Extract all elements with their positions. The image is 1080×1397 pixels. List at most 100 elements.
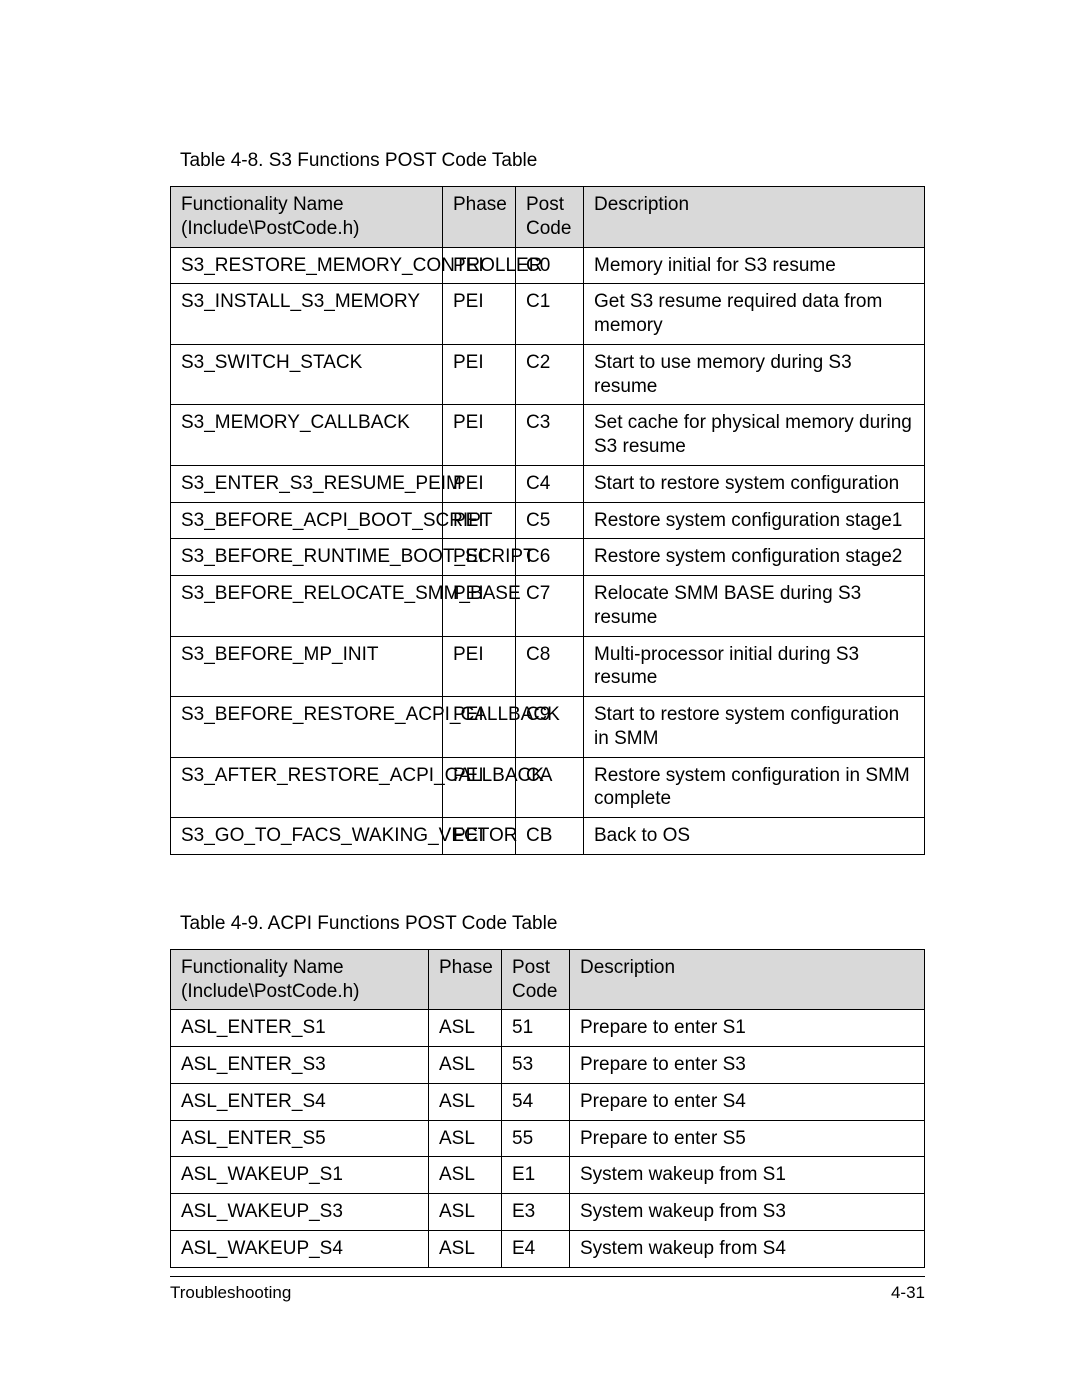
table-cell: ASL_WAKEUP_S3 [171,1194,429,1231]
table-row: S3_BEFORE_ACPI_BOOT_SCRIPTPEIC5Restore s… [171,502,925,539]
table-cell: System wakeup from S3 [570,1194,925,1231]
table-cell: ASL_WAKEUP_S4 [171,1230,429,1267]
table-cell: C3 [516,405,584,466]
table-row: ASL_ENTER_S3ASL53Prepare to enter S3 [171,1047,925,1084]
table-cell: PEI [443,344,516,405]
col-phase: Phase [443,187,516,248]
table-cell: ASL_WAKEUP_S1 [171,1157,429,1194]
table-cell: Prepare to enter S1 [570,1010,925,1047]
page: Table 4-8. S3 Functions POST Code Table … [0,0,1080,1397]
table-cell: Start to restore system configuration [584,465,925,502]
footer-page-number: 4-31 [891,1283,925,1303]
table-cell: C9 [516,697,584,758]
table-cell: ASL_ENTER_S3 [171,1047,429,1084]
table-cell: S3_RESTORE_MEMORY_CONTROLLER [171,247,443,284]
table-cell: PEI [443,465,516,502]
table-cell: ASL [429,1157,502,1194]
table-cell: 51 [502,1010,570,1047]
table-cell: ASL [429,1010,502,1047]
table-row: S3_INSTALL_S3_MEMORYPEIC1Get S3 resume r… [171,284,925,345]
table-cell: Restore system configuration in SMM comp… [584,757,925,818]
table-cell: 54 [502,1083,570,1120]
table-cell: C2 [516,344,584,405]
table-cell: CB [516,818,584,855]
table-cell: S3_BEFORE_RELOCATE_SMM_BASE [171,576,443,637]
table-cell: S3_GO_TO_FACS_WAKING_VECTOR [171,818,443,855]
table-row: ASL_ENTER_S1ASL51Prepare to enter S1 [171,1010,925,1047]
table-cell: S3_SWITCH_STACK [171,344,443,405]
table-row: S3_SWITCH_STACKPEIC2Start to use memory … [171,344,925,405]
table-row: S3_AFTER_RESTORE_ACPI_CALLBACKPEICAResto… [171,757,925,818]
table-row: ASL_ENTER_S5ASL55Prepare to enter S5 [171,1120,925,1157]
table-cell: ASL_ENTER_S5 [171,1120,429,1157]
table-cell: Prepare to enter S4 [570,1083,925,1120]
table-cell: Memory initial for S3 resume [584,247,925,284]
table-row: ASL_ENTER_S4ASL54Prepare to enter S4 [171,1083,925,1120]
table-cell: System wakeup from S4 [570,1230,925,1267]
col-post-code: Post Code [516,187,584,248]
col-description: Description [570,949,925,1010]
table-cell: ASL [429,1230,502,1267]
table-cell: C8 [516,636,584,697]
table-cell: ASL [429,1047,502,1084]
table-cell: Prepare to enter S3 [570,1047,925,1084]
table-cell: PEI [443,284,516,345]
table-cell: Restore system configuration stage1 [584,502,925,539]
table-cell: E1 [502,1157,570,1194]
s3-functions-table: Functionality Name (Include\PostCode.h) … [170,186,925,855]
table-cell: PEI [443,636,516,697]
table-cell: CA [516,757,584,818]
table-cell: ASL [429,1120,502,1157]
table-cell: PEI [443,502,516,539]
table-cell: ASL_ENTER_S1 [171,1010,429,1047]
table-1-caption: Table 4-8. S3 Functions POST Code Table [180,150,925,172]
table-header-row: Functionality Name (Include\PostCode.h) … [171,949,925,1010]
table-header-row: Functionality Name (Include\PostCode.h) … [171,187,925,248]
col-functionality: Functionality Name (Include\PostCode.h) [171,949,429,1010]
col-phase: Phase [429,949,502,1010]
table-cell: System wakeup from S1 [570,1157,925,1194]
table-row: S3_MEMORY_CALLBACKPEIC3Set cache for phy… [171,405,925,466]
footer-section: Troubleshooting [170,1283,291,1303]
table-cell: S3_BEFORE_RESTORE_ACPI_CALLBACK [171,697,443,758]
table-cell: C1 [516,284,584,345]
table-cell: Start to restore system configuration in… [584,697,925,758]
table-cell: E4 [502,1230,570,1267]
table-row: S3_BEFORE_MP_INITPEIC8Multi-processor in… [171,636,925,697]
col-functionality: Functionality Name (Include\PostCode.h) [171,187,443,248]
table-cell: S3_BEFORE_MP_INIT [171,636,443,697]
table-cell: 53 [502,1047,570,1084]
table-cell: Prepare to enter S5 [570,1120,925,1157]
table-cell: S3_INSTALL_S3_MEMORY [171,284,443,345]
table-cell: Relocate SMM BASE during S3 resume [584,576,925,637]
table-cell: C5 [516,502,584,539]
table-cell: ASL_ENTER_S4 [171,1083,429,1120]
table-cell: PEI [443,405,516,466]
table-2-body: ASL_ENTER_S1ASL51Prepare to enter S1ASL_… [171,1010,925,1267]
table-row: S3_ENTER_S3_RESUME_PEIMPEIC4Start to res… [171,465,925,502]
table-2-caption: Table 4-9. ACPI Functions POST Code Tabl… [180,913,925,935]
table-cell: ASL [429,1083,502,1120]
table-cell: S3_MEMORY_CALLBACK [171,405,443,466]
table-2-block: Table 4-9. ACPI Functions POST Code Tabl… [170,913,925,1268]
table-1-block: Table 4-8. S3 Functions POST Code Table … [170,150,925,855]
table-cell: S3_BEFORE_ACPI_BOOT_SCRIPT [171,502,443,539]
col-description: Description [584,187,925,248]
table-cell: ASL [429,1194,502,1231]
table-row: ASL_WAKEUP_S4ASLE4System wakeup from S4 [171,1230,925,1267]
table-row: ASL_WAKEUP_S1ASLE1System wakeup from S1 [171,1157,925,1194]
table-cell: C7 [516,576,584,637]
table-cell: Start to use memory during S3 resume [584,344,925,405]
table-cell: Multi-processor initial during S3 resume [584,636,925,697]
table-cell: Restore system configuration stage2 [584,539,925,576]
table-cell: C0 [516,247,584,284]
table-cell: S3_ENTER_S3_RESUME_PEIM [171,465,443,502]
table-cell: Back to OS [584,818,925,855]
table-cell: E3 [502,1194,570,1231]
table-cell: Set cache for physical memory during S3 … [584,405,925,466]
acpi-functions-table: Functionality Name (Include\PostCode.h) … [170,949,925,1268]
page-footer: Troubleshooting 4-31 [170,1276,925,1303]
table-cell: C4 [516,465,584,502]
table-row: S3_BEFORE_RELOCATE_SMM_BASEPEIC7Relocate… [171,576,925,637]
table-cell: 55 [502,1120,570,1157]
